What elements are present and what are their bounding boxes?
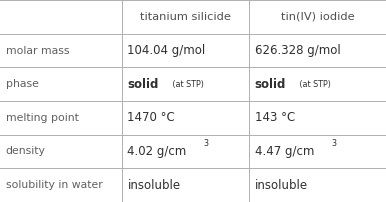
Text: (at STP): (at STP) [170,80,204,89]
Text: 3: 3 [331,139,336,148]
Text: 4.02 g/cm: 4.02 g/cm [127,145,186,158]
Text: insoluble: insoluble [127,179,181,192]
Text: titanium silicide: titanium silicide [140,12,231,22]
Text: solid: solid [255,78,286,91]
Text: melting point: melting point [6,113,79,123]
Text: solubility in water: solubility in water [6,180,103,190]
Text: molar mass: molar mass [6,45,69,56]
Text: solid: solid [127,78,159,91]
Text: density: density [6,146,46,157]
Text: insoluble: insoluble [255,179,308,192]
Text: 626.328 g/mol: 626.328 g/mol [255,44,340,57]
Text: phase: phase [6,79,39,89]
Text: 4.47 g/cm: 4.47 g/cm [255,145,314,158]
Text: 143 °C: 143 °C [255,111,295,124]
Text: (at STP): (at STP) [297,80,331,89]
Text: tin(IV) iodide: tin(IV) iodide [281,12,354,22]
Text: 3: 3 [204,139,209,148]
Text: 1470 °C: 1470 °C [127,111,175,124]
Text: 104.04 g/mol: 104.04 g/mol [127,44,206,57]
